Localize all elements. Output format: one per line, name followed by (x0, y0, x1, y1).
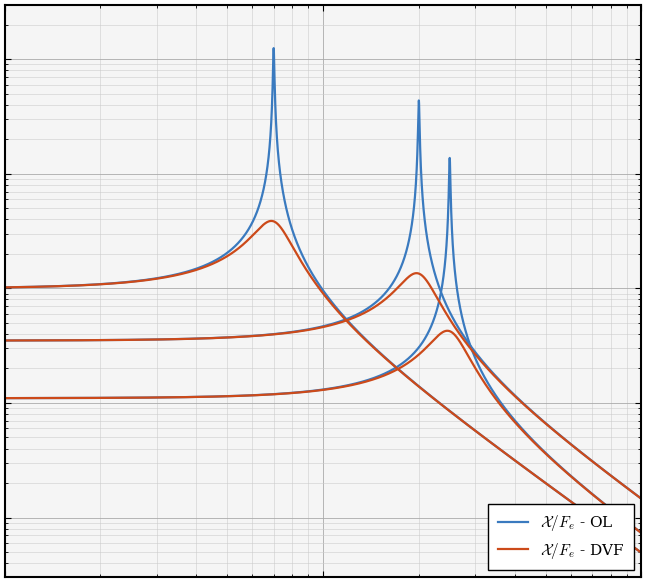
$\mathcal{X}/F_e$ - DVF (378, 352, 386, 359)
$\mathcal{X}/F_e$ - DVF (507, 454, 515, 461)
$\mathcal{X}/F_e$ - OL (231, 243, 239, 250)
Line: $\mathcal{X}/F_e$ - DVF: $\mathcal{X}/F_e$ - DVF (5, 221, 641, 553)
$\mathcal{X}/F_e$ - OL (33, 283, 41, 290)
$\mathcal{X}/F_e$ - DVF (473, 428, 481, 435)
Line: $\mathcal{X}/F_e$ - OL: $\mathcal{X}/F_e$ - OL (5, 48, 641, 553)
$\mathcal{X}/F_e$ - OL (378, 351, 386, 358)
$\mathcal{X}/F_e$ - DVF (1, 284, 8, 291)
$\mathcal{X}/F_e$ - DVF (267, 218, 275, 225)
$\mathcal{X}/F_e$ - OL (638, 549, 645, 556)
$\mathcal{X}/F_e$ - DVF (33, 283, 41, 290)
$\mathcal{X}/F_e$ - DVF (406, 375, 413, 382)
$\mathcal{X}/F_e$ - OL (1, 284, 8, 291)
$\mathcal{X}/F_e$ - OL (473, 428, 481, 435)
Legend: $\mathcal{X}/F_e$ - OL, $\mathcal{X}/F_e$ - DVF: $\mathcal{X}/F_e$ - OL, $\mathcal{X}/F_e… (488, 504, 634, 570)
$\mathcal{X}/F_e$ - DVF (638, 549, 645, 556)
$\mathcal{X}/F_e$ - OL (406, 375, 413, 382)
$\mathcal{X}/F_e$ - OL (270, 45, 278, 52)
$\mathcal{X}/F_e$ - OL (507, 454, 515, 461)
$\mathcal{X}/F_e$ - DVF (231, 247, 239, 254)
